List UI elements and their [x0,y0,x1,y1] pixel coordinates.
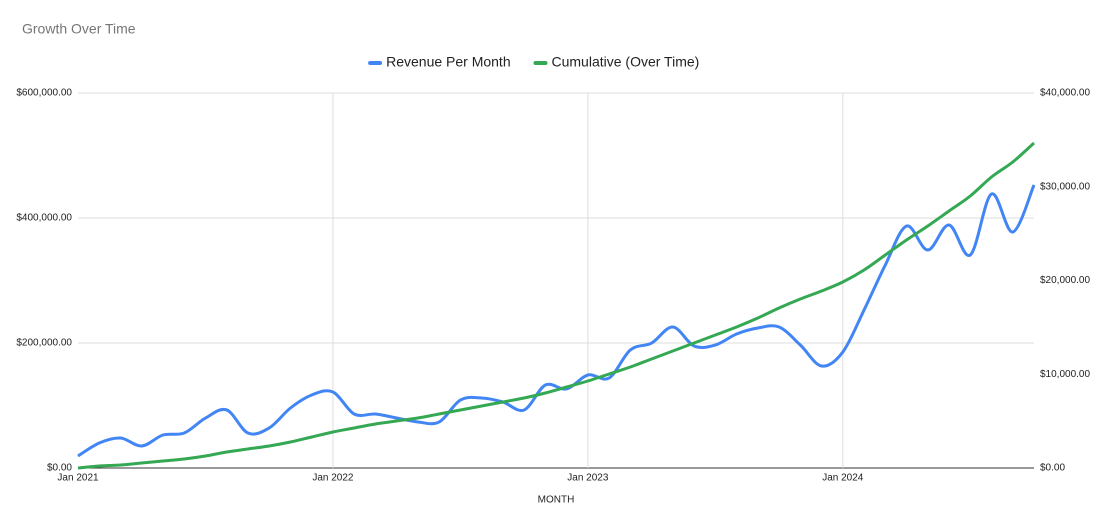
y2-tick-label: $20,000.00 [1040,275,1090,286]
y-tick-label: $600,000.00 [16,88,72,99]
x-tick-label: Jan 2021 [57,473,99,484]
x-axis-label: MONTH [538,495,575,506]
y2-tick-label: $0.00 [1040,463,1065,474]
series-line [77,141,1036,470]
chart-title: Growth Over Time [22,21,136,37]
x-tick-label: Jan 2024 [822,473,864,484]
x-tick-label: Jan 2022 [312,473,354,484]
legend-label: Cumulative (Over Time) [552,54,700,70]
y2-tick-label: $30,000.00 [1040,181,1090,192]
x-tick-label: Jan 2023 [567,473,609,484]
y-tick-label: $200,000.00 [16,338,72,349]
y-tick-label: $400,000.00 [16,213,72,224]
series-line [77,184,1036,458]
legend-label: Revenue Per Month [386,54,511,70]
y2-tick-label: $40,000.00 [1040,88,1090,99]
y-tick-label: $0.00 [47,463,72,474]
y2-tick-label: $10,000.00 [1040,369,1090,380]
